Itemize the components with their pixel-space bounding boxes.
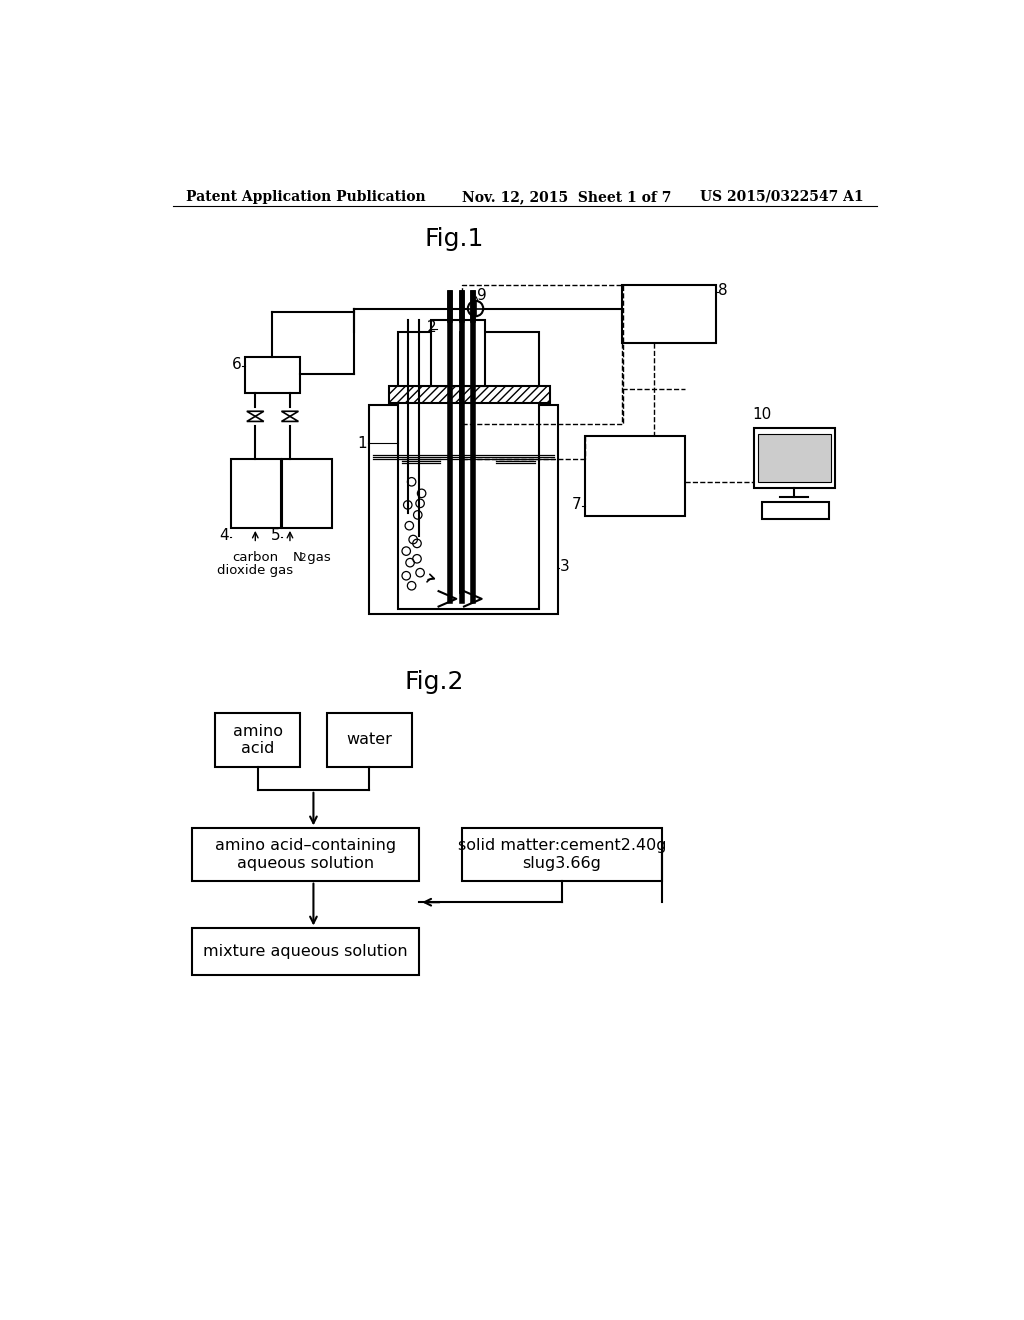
Text: 5: 5 — [271, 528, 281, 544]
Text: carbon: carbon — [232, 552, 279, 564]
Bar — [193, 928, 419, 974]
Text: Patent Application Publication: Patent Application Publication — [186, 190, 426, 203]
Text: US 2015/0322547 A1: US 2015/0322547 A1 — [700, 190, 863, 203]
Bar — [215, 713, 300, 767]
Bar — [388, 385, 550, 404]
Text: Fig.1: Fig.1 — [424, 227, 483, 251]
Text: solid matter:cement2.40g
slug3.66g: solid matter:cement2.40g slug3.66g — [458, 838, 666, 871]
Text: amino
acid: amino acid — [232, 723, 283, 756]
Bar — [462, 829, 662, 880]
Bar — [762, 502, 829, 519]
Bar — [245, 356, 300, 393]
Text: 6: 6 — [231, 358, 242, 372]
Bar — [283, 459, 333, 528]
Text: 2: 2 — [299, 553, 306, 562]
Text: Nov. 12, 2015  Sheet 1 of 7: Nov. 12, 2015 Sheet 1 of 7 — [462, 190, 671, 203]
Text: amino acid–containing
aqueous solution: amino acid–containing aqueous solution — [215, 838, 396, 871]
Text: water: water — [346, 733, 392, 747]
Bar — [230, 459, 281, 528]
Text: Fig.2: Fig.2 — [404, 671, 465, 694]
Bar — [622, 285, 716, 343]
Text: 7: 7 — [571, 498, 581, 512]
Text: mixture aqueous solution: mixture aqueous solution — [204, 944, 408, 960]
Bar — [327, 713, 412, 767]
Text: 3: 3 — [560, 558, 570, 574]
Text: N: N — [292, 552, 302, 564]
Text: 4: 4 — [219, 528, 229, 544]
Bar — [758, 434, 831, 482]
Bar — [585, 436, 685, 516]
Text: 1: 1 — [357, 436, 367, 451]
Text: 10: 10 — [753, 408, 772, 422]
Bar — [755, 428, 836, 488]
Text: gas: gas — [303, 552, 331, 564]
Bar — [397, 331, 539, 609]
Text: 2: 2 — [427, 321, 436, 335]
Text: dioxide gas: dioxide gas — [217, 564, 293, 577]
Bar — [431, 321, 484, 385]
Text: 8: 8 — [718, 284, 728, 298]
Bar — [193, 829, 419, 880]
Circle shape — [468, 301, 483, 317]
Text: 9: 9 — [477, 288, 486, 304]
Bar — [462, 285, 624, 424]
Bar — [370, 405, 558, 614]
